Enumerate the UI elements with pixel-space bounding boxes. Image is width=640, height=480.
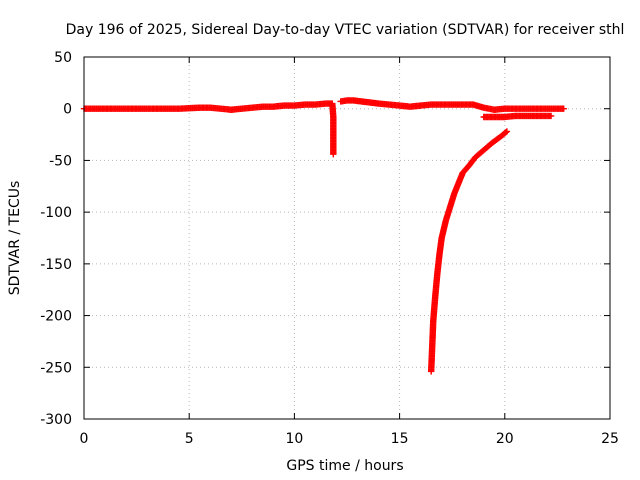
y-tick-label: 50: [54, 50, 72, 66]
data-point: [560, 105, 567, 112]
data-point: [503, 128, 511, 135]
y-tick-label: -300: [40, 412, 72, 428]
data-point: [502, 129, 510, 136]
x-tick-label: 0: [80, 431, 89, 447]
data-point: [330, 151, 337, 158]
y-tick-label: -50: [49, 153, 72, 169]
x-tick-label: 5: [185, 431, 194, 447]
x-axis-label: GPS time / hours: [286, 458, 403, 474]
x-tick-label: 25: [601, 431, 619, 447]
x-tick-label: 15: [391, 431, 409, 447]
y-tick-label: 0: [63, 102, 72, 118]
chart-title: Day 196 of 2025, Sidereal Day-to-day VTE…: [66, 22, 625, 38]
data-points: [80, 97, 567, 375]
y-tick-label: -250: [40, 360, 72, 376]
data-point: [547, 112, 555, 120]
y-tick-label: -100: [40, 205, 72, 221]
x-tick-label: 10: [285, 431, 303, 447]
y-tick-label: -150: [40, 257, 72, 273]
y-axis-label: SDTVAR / TECUs: [7, 181, 23, 296]
plot-frame: [83, 56, 611, 420]
x-tick-label: 20: [496, 431, 514, 447]
y-tick-label: -200: [40, 309, 72, 325]
